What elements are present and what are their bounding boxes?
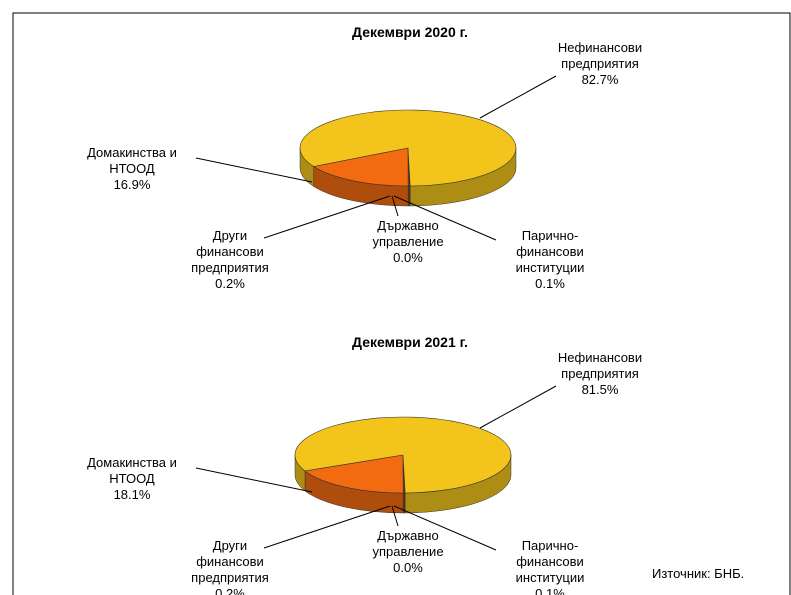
pie-slice [294,416,512,494]
category-name: Домакинства и НТООД [87,145,177,176]
leader-line [195,157,313,183]
slice-label: Парично-финансови институции 0.1% [500,538,600,595]
value-label: 81.5% [581,382,619,397]
category-name: Нефинансови предприятия [557,350,643,381]
value-label: 82.7% [581,72,619,87]
category-name: Държавно управление [372,218,444,249]
chart-title: Декември 2021 г. [352,334,468,350]
pie-slice [299,109,517,187]
value-label: 0.0% [393,560,423,575]
category-name: Парично-финансови институции [515,538,585,585]
value-label: 0.2% [215,276,245,291]
pie-slice [304,454,404,494]
value-label: 16.9% [113,177,151,192]
value-label: 0.2% [215,586,245,595]
leader-line [393,505,497,551]
category-name: Парично-финансови институции [515,228,585,275]
slice-label: Държавно управление 0.0% [358,528,458,576]
category-name: Други финансови предприятия [191,538,269,585]
chart-title: Декември 2020 г. [352,24,468,40]
slice-label: Държавно управление 0.0% [358,218,458,266]
category-name: Домакинства и НТООД [87,455,177,486]
slice-label: Парично-финансови институции 0.1% [500,228,600,292]
slice-label: Нефинансови предприятия 82.7% [535,40,665,88]
category-name: Други финансови предприятия [191,228,269,275]
leader-line [263,505,391,549]
slice-label: Домакинства и НТООД 18.1% [62,455,202,503]
leader-line [479,75,557,119]
leader-line [391,505,399,527]
leader-line [263,195,391,239]
source-note: Източник: БНБ. [652,566,745,581]
value-label: 0.1% [535,276,565,291]
slice-label: Домакинства и НТООД 16.9% [62,145,202,193]
value-label: 18.1% [113,487,151,502]
frame [12,12,791,595]
category-name: Държавно управление [372,528,444,559]
category-name: Нефинансови предприятия [557,40,643,71]
leader-line [195,467,313,493]
value-label: 0.1% [535,586,565,595]
leader-line [393,195,497,241]
slice-label: Нефинансови предприятия 81.5% [535,350,665,398]
leader-line [479,385,557,429]
slice-label: Други финансови предприятия 0.2% [180,538,280,595]
leader-line [391,195,399,217]
pie-slice [312,147,409,187]
value-label: 0.0% [393,250,423,265]
slice-label: Други финансови предприятия 0.2% [180,228,280,292]
